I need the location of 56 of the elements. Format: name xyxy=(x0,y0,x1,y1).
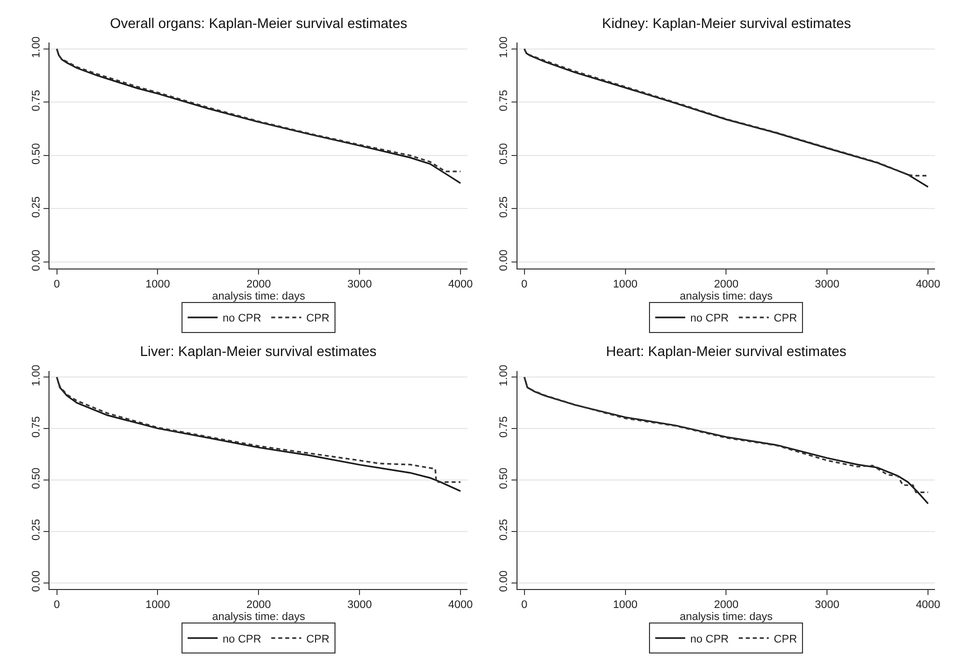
chart-title: Overall organs: Kaplan-Meier survival estimates xyxy=(110,15,408,31)
y-tick-label: 1.00 xyxy=(30,364,42,386)
y-tick-label: 0.25 xyxy=(30,196,42,218)
y-tick-label: 0.75 xyxy=(30,90,42,112)
x-tick-label: 3000 xyxy=(814,278,840,291)
x-tick-label: 4000 xyxy=(916,599,940,612)
legend-label: CPR xyxy=(306,633,330,646)
x-axis-title: analysis time: days xyxy=(212,290,306,303)
x-tick-label: 4000 xyxy=(448,599,473,612)
chart-title: Kidney: Kaplan-Meier survival estimates xyxy=(602,15,851,31)
x-tick-label: 0 xyxy=(521,278,528,291)
y-tick-label: 0.50 xyxy=(30,143,42,165)
x-tick-label: 1000 xyxy=(145,278,170,291)
y-tick-label: 0.25 xyxy=(498,519,510,540)
x-tick-label: 2000 xyxy=(246,599,271,612)
x-tick-label: 3000 xyxy=(347,278,372,291)
y-tick-label: 0.00 xyxy=(498,570,510,592)
chart-title: Heart: Kaplan-Meier survival estimates xyxy=(606,343,846,359)
x-tick-label: 3000 xyxy=(814,599,840,612)
x-tick-label: 0 xyxy=(54,278,60,291)
legend-label: CPR xyxy=(774,312,798,325)
legend-label: CPR xyxy=(306,312,330,325)
legend-label: CPR xyxy=(774,633,798,646)
legend-label: no CPR xyxy=(222,312,262,325)
x-tick-label: 4000 xyxy=(448,278,473,291)
x-tick-label: 4000 xyxy=(916,278,940,291)
y-tick-label: 0.50 xyxy=(498,143,510,165)
y-tick-label: 0.75 xyxy=(30,416,42,438)
x-axis-title: analysis time: days xyxy=(680,290,774,303)
legend-label: no CPR xyxy=(690,312,729,325)
x-tick-label: 2000 xyxy=(714,278,738,291)
legend-label: no CPR xyxy=(222,633,262,646)
y-tick-label: 1.00 xyxy=(498,36,510,58)
chart-title: Liver: Kaplan-Meier survival estimates xyxy=(140,343,377,359)
y-tick-label: 0.00 xyxy=(498,250,510,272)
y-tick-label: 0.25 xyxy=(498,196,510,218)
y-tick-label: 0.75 xyxy=(498,416,510,438)
x-tick-label: 0 xyxy=(54,599,60,612)
x-axis-title: analysis time: days xyxy=(680,611,774,624)
x-tick-label: 1000 xyxy=(145,599,170,612)
x-tick-label: 2000 xyxy=(714,599,738,612)
y-tick-label: 0.00 xyxy=(30,250,42,272)
x-tick-label: 3000 xyxy=(347,599,372,612)
legend-label: no CPR xyxy=(690,633,729,646)
x-tick-label: 2000 xyxy=(246,278,271,291)
x-axis-title: analysis time: days xyxy=(212,611,306,624)
y-tick-label: 1.00 xyxy=(498,364,510,386)
y-tick-label: 1.00 xyxy=(30,36,42,58)
x-tick-label: 0 xyxy=(521,599,528,612)
x-tick-label: 1000 xyxy=(613,278,638,291)
y-tick-label: 0.25 xyxy=(30,519,42,540)
y-tick-label: 0.00 xyxy=(30,570,42,592)
y-tick-label: 0.50 xyxy=(498,468,510,490)
y-tick-label: 0.50 xyxy=(30,468,42,490)
y-tick-label: 0.75 xyxy=(498,90,510,112)
x-tick-label: 1000 xyxy=(613,599,638,612)
